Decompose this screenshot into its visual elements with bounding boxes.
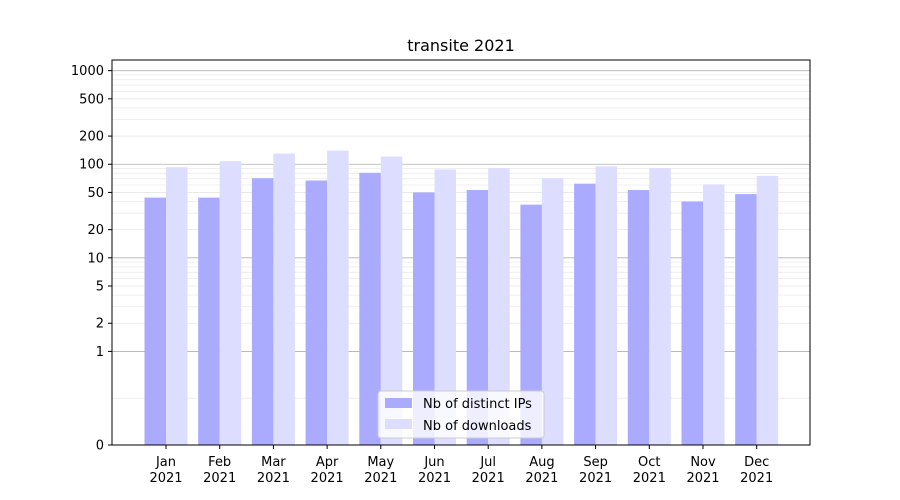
x-tick-label-year: 2021 — [203, 471, 236, 486]
bar-distinct-ips-jun — [413, 192, 435, 445]
bar-downloads-mar — [273, 153, 295, 446]
x-tick-label-year: 2021 — [579, 471, 612, 486]
x-tick-label-month: Jul — [479, 455, 496, 470]
y-tick-label: 50 — [87, 186, 104, 201]
x-tick-label-year: 2021 — [311, 471, 344, 486]
x-tick-label-month: Jun — [423, 455, 444, 470]
legend-label-downloads: Nb of downloads — [423, 419, 532, 434]
y-tick-label: 20 — [87, 223, 104, 238]
x-tick-label-month: Feb — [208, 455, 231, 470]
y-tick-label: 2 — [96, 317, 104, 332]
x-tick-label-year: 2021 — [472, 471, 505, 486]
y-tick-label: 10 — [87, 251, 104, 266]
bar-downloads-jul — [488, 168, 510, 445]
x-tick-label-month: Nov — [690, 455, 716, 470]
x-tick-label-year: 2021 — [418, 471, 451, 486]
x-tick-label-month: Sep — [583, 455, 608, 470]
x-tick-label-month: Apr — [316, 455, 339, 470]
bar-distinct-ips-sep — [574, 183, 596, 445]
x-tick-label-year: 2021 — [364, 471, 397, 486]
bar-distinct-ips-apr — [305, 180, 328, 446]
legend-swatch-distinct-ips — [385, 398, 412, 408]
y-tick-label: 100 — [79, 158, 104, 173]
bar-distinct-ips-may — [359, 172, 381, 445]
x-tick-label-month: Aug — [529, 455, 554, 470]
y-tick-label: 5 — [96, 280, 104, 295]
y-tick-label: 500 — [79, 92, 104, 107]
bar-distinct-ips-mar — [251, 178, 274, 445]
legend: Nb of distinct IPs Nb of downloads — [377, 390, 545, 439]
bar-downloads-nov — [703, 184, 725, 445]
x-tick-label-year: 2021 — [525, 471, 558, 486]
bar-distinct-ips-feb — [198, 197, 220, 445]
legend-swatch-downloads — [385, 419, 412, 429]
x-tick-label-year: 2021 — [149, 471, 182, 486]
bar-downloads-apr — [327, 150, 349, 445]
legend-box — [377, 390, 545, 439]
bar-downloads-sep — [595, 166, 618, 445]
x-tick-label-year: 2021 — [686, 471, 719, 486]
y-tick-label: 0 — [96, 439, 104, 454]
plot-frame — [111, 59, 811, 446]
bar-downloads-dec — [756, 175, 779, 445]
x-tick-label-year: 2021 — [740, 471, 773, 486]
bar-downloads-jan — [166, 167, 188, 446]
y-tick-label: 1 — [96, 345, 104, 360]
x-tick-label-year: 2021 — [633, 471, 666, 486]
bar-distinct-ips-aug — [520, 204, 542, 445]
y-axis: 0 1 2 5 10 20 50 100 200 500 1000 — [71, 64, 112, 454]
x-tick-label-month: May — [367, 455, 394, 470]
bar-distinct-ips-nov — [681, 201, 703, 445]
bar-downloads-aug — [541, 178, 564, 445]
bar-downloads-feb — [219, 161, 242, 445]
bar-distinct-ips-dec — [735, 194, 757, 445]
bar-distinct-ips-jul — [466, 190, 489, 445]
bar-downloads-oct — [649, 168, 671, 445]
bar-distinct-ips-oct — [627, 190, 650, 445]
y-tick-label: 200 — [79, 130, 104, 145]
bar-distinct-ips-jan — [144, 197, 166, 445]
x-axis: Jan2021Feb2021Mar2021Apr2021May2021Jun20… — [149, 445, 773, 486]
x-tick-label-month: Oct — [638, 455, 660, 470]
bars-layer — [144, 150, 779, 446]
bar-downloads-may — [380, 156, 403, 446]
y-tick-label: 1000 — [71, 64, 104, 79]
bar-downloads-jun — [434, 169, 456, 446]
chart-title: transite 2021 — [407, 36, 515, 55]
x-tick-label-year: 2021 — [257, 471, 290, 486]
x-tick-label-month: Mar — [261, 455, 286, 470]
x-tick-label-month: Dec — [744, 455, 769, 470]
x-tick-label-month: Jan — [155, 455, 176, 470]
legend-label-distinct-ips: Nb of distinct IPs — [423, 397, 532, 412]
